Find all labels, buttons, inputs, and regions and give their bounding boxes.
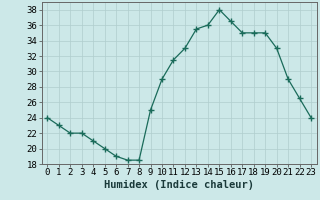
X-axis label: Humidex (Indice chaleur): Humidex (Indice chaleur) [104,180,254,190]
